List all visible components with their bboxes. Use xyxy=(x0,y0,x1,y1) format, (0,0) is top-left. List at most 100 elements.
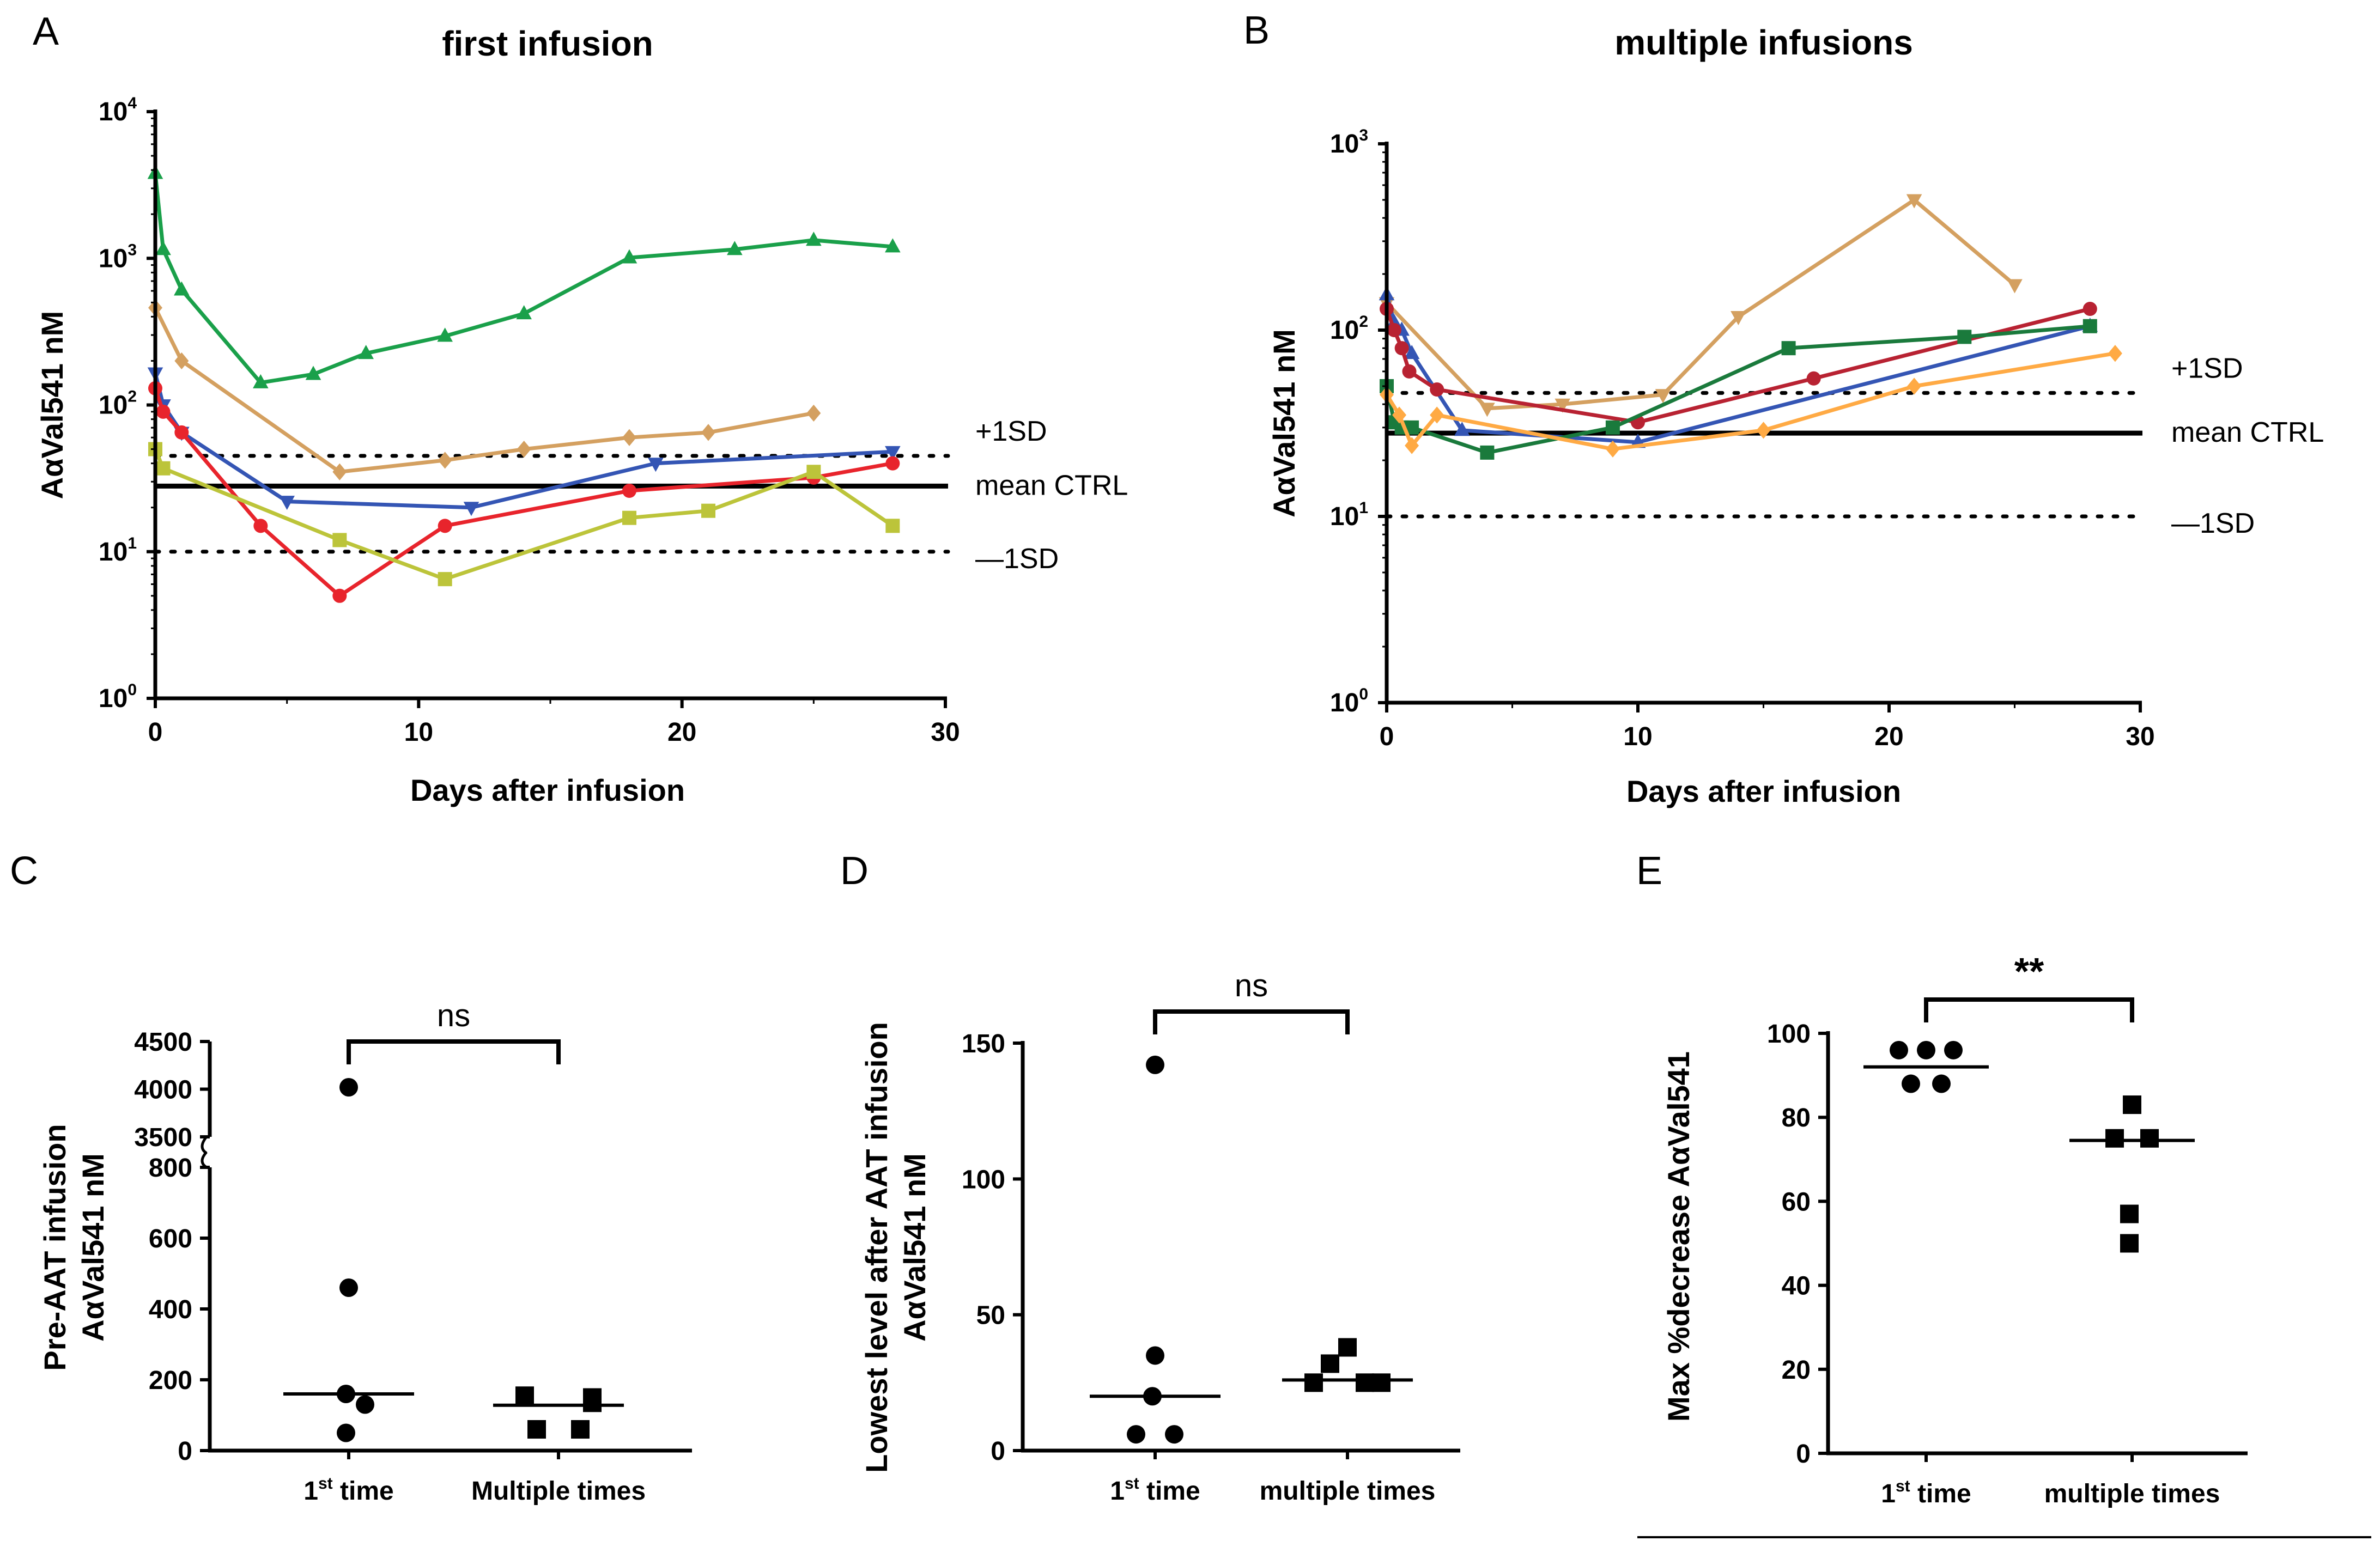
y-tick-label: 0 xyxy=(178,1437,192,1466)
x-axis-label: Days after infusion xyxy=(1626,774,1901,808)
data-point-crimson xyxy=(1394,341,1409,356)
data-point xyxy=(2120,1204,2139,1223)
x-category-label: Multiple times xyxy=(471,1477,646,1506)
y-axis-label: AαVal541 nM xyxy=(1267,329,1301,517)
y-axis-label: Max %decrease AαVal541 xyxy=(1661,1051,1696,1422)
data-point-orange xyxy=(1392,406,1407,424)
data-point-tan xyxy=(806,404,821,422)
data-point-darkgreen xyxy=(1480,445,1495,460)
y-tick-label: 600 xyxy=(149,1225,192,1253)
data-point-orange xyxy=(1405,437,1419,454)
series-line-tan xyxy=(153,307,814,474)
data-point-red xyxy=(622,484,636,498)
data-point xyxy=(1146,1346,1164,1365)
x-tick-label: 0 xyxy=(148,718,163,747)
data-point xyxy=(527,1420,546,1439)
reference-label-minus-1sd: —1SD xyxy=(2171,508,2255,539)
data-point-green xyxy=(727,241,743,255)
data-point-green xyxy=(516,305,532,320)
x-tick-label: 10 xyxy=(404,718,433,747)
data-point-blue xyxy=(1404,345,1420,360)
reference-label-mean-ctrl: mean CTRL xyxy=(2171,417,2324,448)
data-point-darkgreen xyxy=(1781,341,1796,356)
data-point xyxy=(356,1395,374,1414)
panel-label-a: A xyxy=(33,10,59,53)
data-point xyxy=(1372,1373,1391,1392)
y-tick-label: 4000 xyxy=(134,1076,192,1105)
y-tick-label: 80 xyxy=(1782,1104,1811,1132)
data-point-olive xyxy=(701,503,715,518)
y-tick-label: 3500 xyxy=(134,1123,192,1152)
data-point-blue xyxy=(463,502,479,516)
data-point-tan xyxy=(1655,389,1671,404)
data-point-green xyxy=(885,238,901,253)
data-point-orange xyxy=(1756,422,1771,439)
data-point xyxy=(1890,1040,1908,1059)
data-point-darkgreen xyxy=(1605,420,1620,435)
x-category-label: multiple times xyxy=(1260,1477,1436,1506)
data-point xyxy=(1902,1074,1920,1093)
data-point-tan xyxy=(701,424,715,441)
data-point-green xyxy=(358,345,374,360)
data-point xyxy=(1321,1354,1339,1373)
data-point xyxy=(1146,1055,1164,1074)
data-point-red xyxy=(438,519,452,533)
y-axis-label: AαVal541 nM xyxy=(35,311,69,500)
data-point-olive xyxy=(438,572,452,587)
significance-bracket xyxy=(1924,997,2134,1022)
data-point xyxy=(1304,1373,1323,1392)
x-category-label: 1st time xyxy=(1881,1477,1971,1508)
data-point-tan xyxy=(438,452,452,469)
data-point-green xyxy=(621,249,638,264)
data-point-tan xyxy=(2007,279,2023,294)
data-point-red xyxy=(885,456,900,471)
data-point-tan xyxy=(1479,403,1495,417)
data-point-tan xyxy=(1906,194,1922,209)
data-point xyxy=(571,1420,590,1439)
x-tick-label: 20 xyxy=(667,718,696,747)
data-point-olive xyxy=(806,465,821,479)
y-tick-label: 60 xyxy=(1782,1187,1811,1216)
panel-label-c: C xyxy=(10,849,38,893)
data-point-red xyxy=(174,425,189,440)
data-point-orange xyxy=(1430,406,1444,424)
data-point-tan xyxy=(174,352,189,370)
panel-label-b: B xyxy=(1243,9,1270,52)
y-tick-label: 0 xyxy=(991,1437,1005,1466)
data-point xyxy=(515,1386,534,1405)
data-point-red xyxy=(253,519,268,533)
y-tick-label: 800 xyxy=(149,1154,192,1183)
x-category-label: 1st time xyxy=(1110,1475,1200,1506)
data-point xyxy=(2140,1129,2159,1148)
y-tick-label: 4500 xyxy=(134,1028,192,1057)
y-tick-label: 100 xyxy=(1767,1020,1811,1049)
data-point-crimson xyxy=(1402,364,1417,379)
data-point xyxy=(1127,1425,1145,1444)
data-point-blue xyxy=(648,458,664,472)
data-point xyxy=(2123,1095,2141,1114)
chart-title: multiple infusions xyxy=(1614,23,1913,62)
panel-d-chart: D 0 50 100 150 1st time multiple times ns Lowest… xyxy=(840,849,1460,1506)
y-axis-label: AαVal541 nM xyxy=(897,1153,932,1342)
y-tick-label: 200 xyxy=(149,1366,192,1395)
data-point-green xyxy=(253,374,269,388)
data-point-orange xyxy=(1907,377,1922,395)
series-line-green xyxy=(153,173,893,385)
y-tick-label: 50 xyxy=(976,1301,1005,1330)
data-point-tan xyxy=(1731,311,1746,326)
significance-bracket xyxy=(1153,1009,1350,1034)
data-point-crimson xyxy=(2082,302,2097,316)
data-point-orange xyxy=(2108,345,2122,362)
reference-label-minus-1sd: —1SD xyxy=(975,543,1059,575)
data-point xyxy=(2120,1234,2139,1253)
data-point-tan xyxy=(1555,398,1570,413)
data-point-crimson xyxy=(1430,382,1444,397)
y-tick-label: 400 xyxy=(149,1295,192,1324)
data-point-olive xyxy=(332,533,347,547)
data-point-blue xyxy=(1454,422,1470,436)
significance-bracket xyxy=(347,1039,561,1064)
data-point-blue xyxy=(885,446,901,460)
significance-label: ** xyxy=(2014,950,2044,992)
